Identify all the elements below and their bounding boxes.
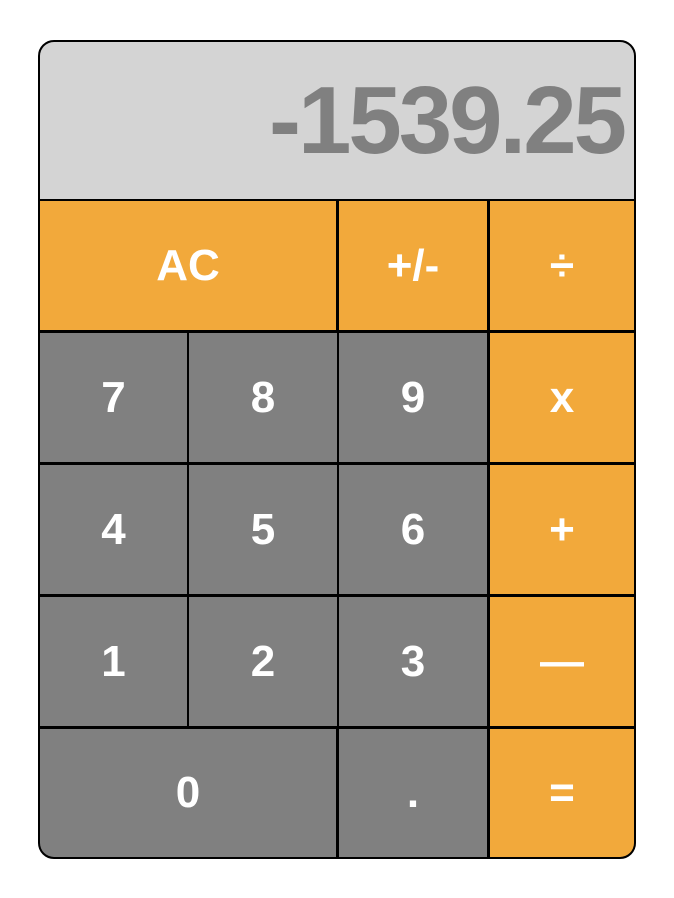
decimal-button[interactable]: . [339,729,487,857]
digit-4-button[interactable]: 4 [40,465,187,594]
subtract-button[interactable]: — [490,597,634,726]
divide-button[interactable]: ÷ [490,201,634,330]
digit-1-button[interactable]: 1 [40,597,187,726]
digit-2-button[interactable]: 2 [189,597,337,726]
multiply-button[interactable]: x [490,333,634,462]
sign-toggle-button[interactable]: +/- [339,201,487,330]
add-button[interactable]: + [490,465,634,594]
digit-6-button[interactable]: 6 [339,465,487,594]
digit-0-button[interactable]: 0 [40,729,336,857]
digit-3-button[interactable]: 3 [339,597,487,726]
digit-7-button[interactable]: 7 [40,333,187,462]
digit-5-button[interactable]: 5 [189,465,337,594]
equals-button[interactable]: = [490,729,634,857]
digit-9-button[interactable]: 9 [339,333,487,462]
digit-8-button[interactable]: 8 [189,333,337,462]
clear-button[interactable]: AC [40,201,336,330]
display-value: -1539.25 [269,66,627,174]
calculator: -1539.25 AC +/- ÷ 7 8 9 x 4 5 6 + 1 2 3 … [38,40,636,859]
display: -1539.25 [40,42,634,199]
